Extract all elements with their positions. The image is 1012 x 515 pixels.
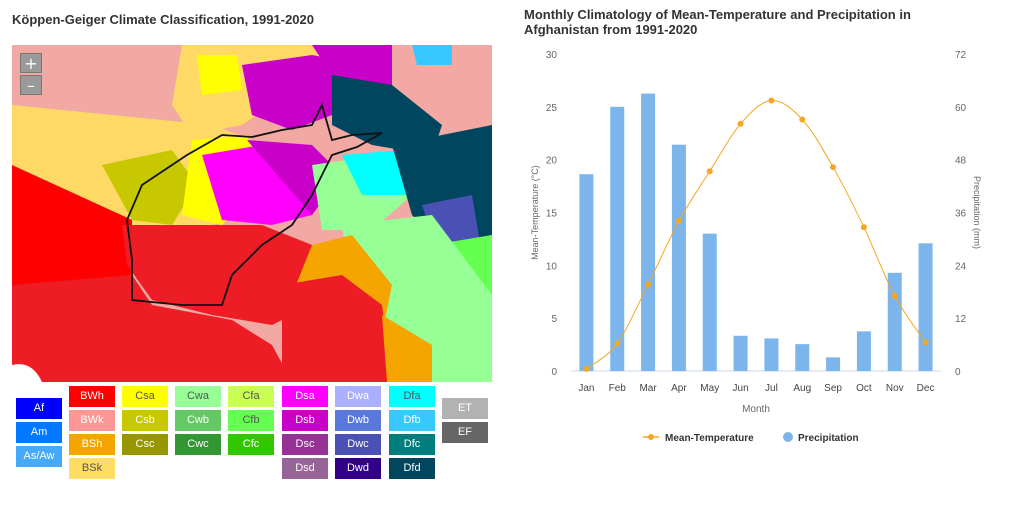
- y-left-tick-label: 15: [546, 209, 558, 220]
- precipitation-bar: [887, 272, 902, 371]
- legend-line-marker: [648, 434, 654, 440]
- y-right-tick-label: 0: [955, 367, 961, 378]
- y-right-axis-title: Precipitation (mm): [972, 176, 982, 249]
- legend-item-bsk: BSk: [69, 458, 115, 479]
- precipitation-bar: [764, 338, 779, 371]
- zoom-out-button[interactable]: –: [20, 75, 42, 95]
- legend-item-dwb: Dwb: [335, 410, 381, 431]
- x-tick-label: May: [700, 383, 719, 394]
- legend-item-ef: EF: [442, 422, 488, 443]
- temperature-point: [922, 339, 929, 346]
- y-right-tick-label: 48: [955, 156, 967, 167]
- precipitation-bar: [671, 144, 686, 371]
- y-left-tick-label: 5: [551, 314, 557, 325]
- chart-title: Monthly Climatology of Mean-Temperature …: [524, 7, 911, 37]
- y-right-tick-label: 36: [955, 209, 967, 220]
- x-tick-label: Nov: [886, 383, 904, 394]
- legend-item-dfa: Dfa: [389, 386, 435, 407]
- temperature-line: [586, 99, 926, 370]
- climate-legend: Af Am As/Aw BWh BWk BSh BSk Csa Csb Csc Cwa Cwb Cwc C…: [12, 386, 492, 506]
- legend-item-dfb: Dfb: [389, 410, 435, 431]
- temperature-point: [645, 281, 652, 288]
- legend-item-bwk: BWk: [69, 410, 115, 431]
- x-tick-label: Jul: [765, 383, 778, 394]
- legend-item-dfc: Dfc: [389, 434, 435, 455]
- precipitation-bar: [579, 174, 594, 371]
- temperature-point: [737, 120, 744, 127]
- legend-item-cwc: Cwc: [175, 434, 221, 455]
- precipitation-bar: [795, 344, 810, 371]
- temperature-point: [799, 116, 806, 123]
- legend-item-dwa: Dwa: [335, 386, 381, 407]
- y-right-tick-label: 72: [955, 50, 967, 61]
- legend-item-dsd: Dsd: [282, 458, 328, 479]
- y-left-tick-label: 10: [546, 261, 558, 272]
- temperature-point: [830, 164, 837, 171]
- map-title: Köppen-Geiger Climate Classification, 19…: [12, 12, 314, 27]
- legend-item-dfd: Dfd: [389, 458, 435, 479]
- y-left-tick-label: 20: [546, 156, 558, 167]
- x-tick-label: Apr: [671, 383, 687, 394]
- x-tick-label: Feb: [609, 383, 627, 394]
- temperature-point: [614, 340, 621, 347]
- x-axis-title: Month: [742, 404, 770, 415]
- precipitation-bar: [826, 357, 841, 371]
- legend-item-cfc: Cfc: [228, 434, 274, 455]
- legend-item-cfa: Cfa: [228, 386, 274, 407]
- legend-temperature-label: Mean-Temperature: [665, 433, 754, 444]
- y-left-axis-title: Mean-Temperature (°C): [530, 165, 540, 260]
- legend-item-af: Af: [16, 398, 62, 419]
- legend-item-am: Am: [16, 422, 62, 443]
- legend-item-cfb: Cfb: [228, 410, 274, 431]
- legend-item-dsb: Dsb: [282, 410, 328, 431]
- y-left-tick-label: 25: [546, 103, 558, 114]
- temperature-point: [675, 217, 682, 224]
- climate-map[interactable]: + –: [12, 45, 492, 382]
- legend-item-et: ET: [442, 398, 488, 419]
- legend-item-csc: Csc: [122, 434, 168, 455]
- legend-bar-swatch: [783, 432, 793, 442]
- y-left-tick-label: 0: [551, 367, 557, 378]
- legend-item-bwh: BWh: [69, 386, 115, 407]
- legend-item-dsa: Dsa: [282, 386, 328, 407]
- legend-precipitation-label: Precipitation: [798, 433, 859, 444]
- temperature-point: [768, 97, 775, 104]
- x-tick-label: Jun: [733, 383, 749, 394]
- precipitation-bar: [610, 106, 625, 371]
- legend-item-bsh: BSh: [69, 434, 115, 455]
- legend-item-csa: Csa: [122, 386, 168, 407]
- legend-item-dwc: Dwc: [335, 434, 381, 455]
- precipitation-bar: [641, 93, 656, 371]
- y-right-tick-label: 60: [955, 103, 967, 114]
- y-right-tick-label: 12: [955, 314, 967, 325]
- legend-item-cwa: Cwa: [175, 386, 221, 407]
- precipitation-bar: [856, 331, 871, 371]
- zoom-in-button[interactable]: +: [20, 53, 42, 73]
- x-tick-label: Jan: [578, 383, 594, 394]
- x-tick-label: Mar: [639, 383, 657, 394]
- legend-item-as-aw: As/Aw: [16, 446, 62, 467]
- precipitation-bar: [702, 233, 717, 371]
- y-right-tick-label: 24: [955, 261, 967, 272]
- precipitation-bar: [918, 243, 933, 371]
- legend-item-dwd: Dwd: [335, 458, 381, 479]
- x-tick-label: Dec: [917, 383, 935, 394]
- precipitation-bar: [733, 335, 748, 371]
- temperature-point: [891, 292, 898, 299]
- temperature-point: [860, 224, 867, 231]
- climate-map-canvas[interactable]: [12, 45, 492, 382]
- x-tick-label: Aug: [793, 383, 811, 394]
- temperature-point: [583, 365, 590, 372]
- legend-item-dsc: Dsc: [282, 434, 328, 455]
- x-tick-label: Sep: [824, 383, 842, 394]
- x-tick-label: Oct: [856, 383, 872, 394]
- temperature-point: [706, 168, 713, 175]
- legend-item-csb: Csb: [122, 410, 168, 431]
- y-left-tick-label: 30: [546, 50, 558, 61]
- legend-item-cwb: Cwb: [175, 410, 221, 431]
